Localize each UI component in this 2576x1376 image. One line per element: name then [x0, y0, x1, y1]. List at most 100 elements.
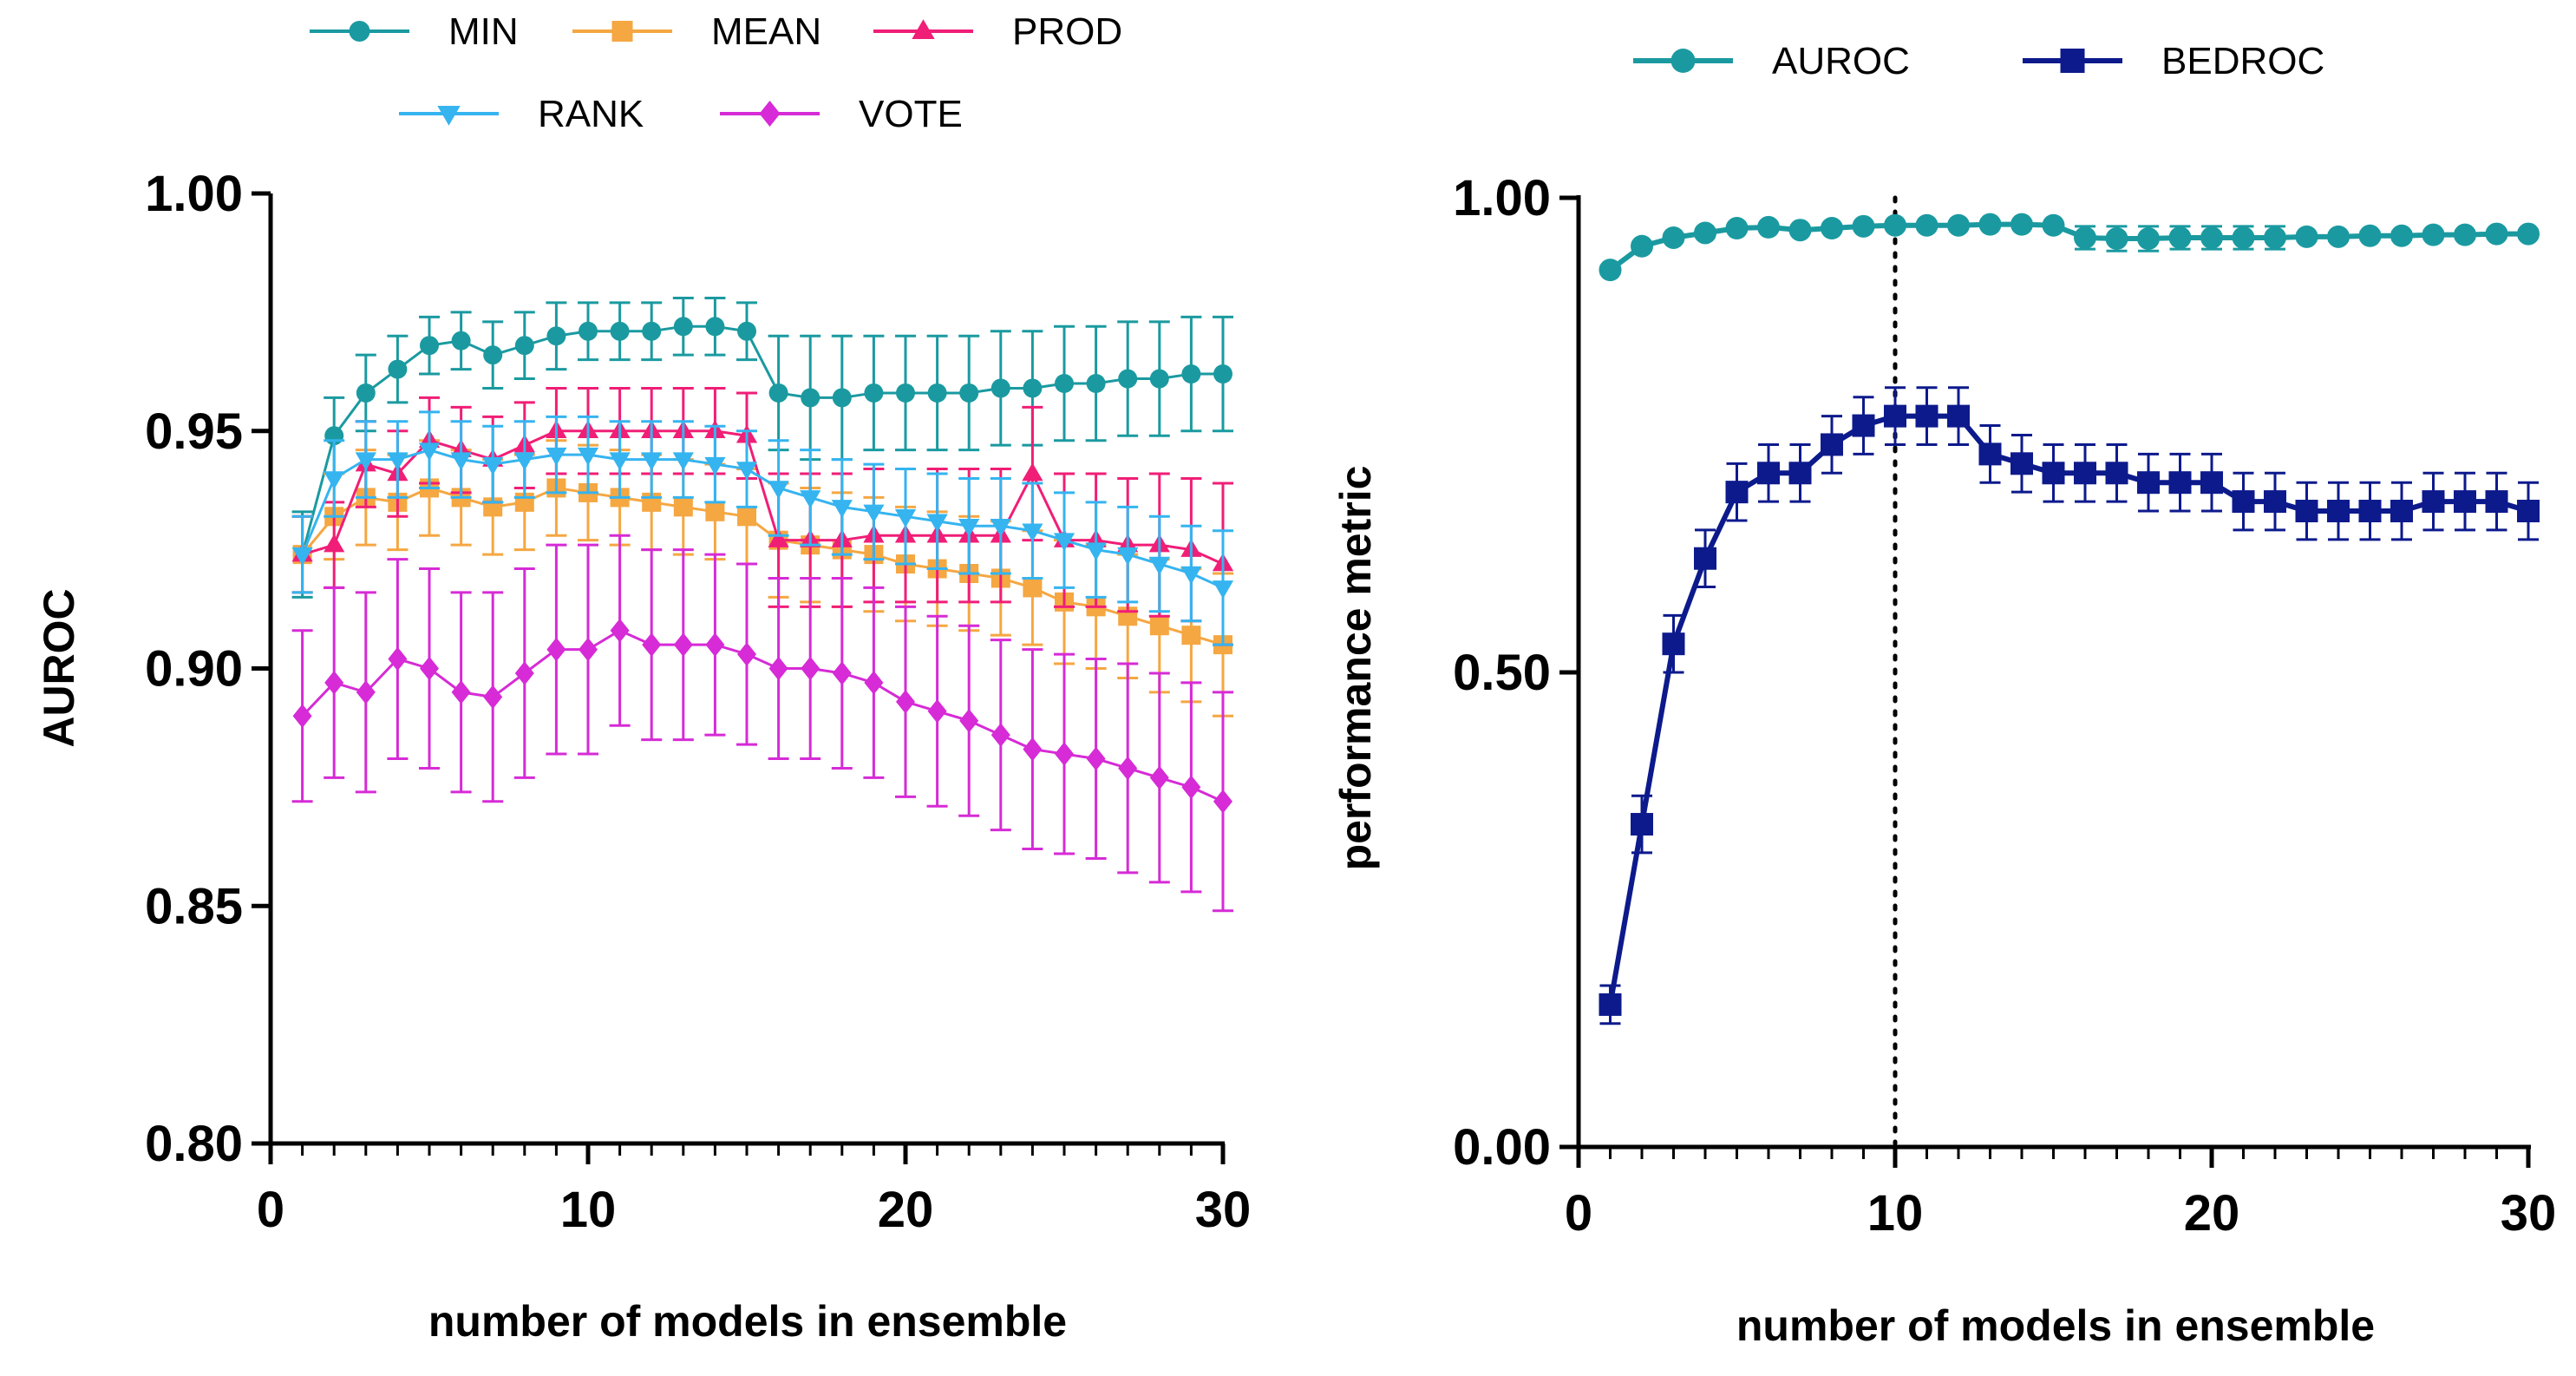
data-point-vote — [514, 661, 534, 685]
data-point-bedroc — [1915, 404, 1939, 428]
data-point-min — [832, 388, 852, 408]
data-point-prod — [768, 529, 789, 547]
left-legend: MIN MEAN PROD RANK VOTE — [310, 10, 1122, 135]
data-point-min — [864, 383, 884, 403]
data-point-min — [1055, 374, 1074, 393]
data-point-min — [801, 388, 821, 408]
data-point-vote — [768, 656, 788, 681]
left-ticks: 0.80 0.85 0.90 0.95 1.00 0 10 20 30 — [145, 166, 1251, 1238]
data-point-auroc — [1788, 219, 1812, 242]
x-tick-label: 10 — [1867, 1185, 1924, 1242]
legend-label: PROD — [1012, 10, 1122, 53]
data-point-rank — [1148, 556, 1170, 575]
data-point-bedroc — [2485, 490, 2508, 514]
x-tick-label: 0 — [1565, 1185, 1592, 1242]
data-point-vote — [324, 671, 344, 695]
data-point-mean — [1023, 578, 1043, 598]
data-point-rank — [482, 456, 504, 475]
data-point-rank — [863, 504, 885, 523]
data-point-vote — [673, 632, 693, 657]
data-point-bedroc — [2042, 462, 2065, 485]
data-point-min — [514, 336, 534, 356]
data-point-min — [896, 383, 915, 403]
data-point-rank — [387, 452, 409, 471]
data-point-auroc — [2168, 226, 2192, 249]
data-point-rank — [1053, 533, 1076, 552]
legend-marker-auroc — [1670, 49, 1696, 73]
y-tick-label: 0.00 — [1453, 1119, 1551, 1176]
y-tick-label: 0.80 — [145, 1116, 243, 1172]
data-point-auroc — [2422, 223, 2445, 246]
data-point-min — [673, 317, 693, 337]
data-point-auroc — [2264, 226, 2286, 249]
data-point-rank — [291, 547, 313, 566]
series-prod — [291, 386, 1234, 646]
data-point-rank — [831, 500, 853, 518]
data-point-auroc — [1599, 259, 1622, 282]
data-point-auroc — [2485, 222, 2508, 246]
data-point-bedroc — [2074, 462, 2096, 485]
data-point-min — [1023, 378, 1043, 398]
data-point-min — [546, 326, 566, 346]
y-tick-label: 0.85 — [145, 878, 243, 934]
data-point-bedroc — [2264, 490, 2286, 514]
data-point-vote — [546, 637, 566, 662]
data-point-bedroc — [2010, 452, 2033, 475]
legend-label: MEAN — [711, 10, 821, 53]
data-point-rank — [513, 452, 535, 471]
data-point-min — [927, 383, 947, 403]
data-point-vote — [388, 646, 408, 672]
data-point-rank — [609, 452, 631, 471]
legend-marker-min — [349, 21, 370, 42]
data-point-rank — [926, 514, 948, 533]
data-point-vote — [991, 723, 1010, 747]
data-point-vote — [420, 656, 439, 681]
data-point-rank — [1117, 547, 1139, 566]
data-point-auroc — [1694, 221, 1716, 245]
data-point-vote — [801, 656, 821, 681]
error-bars-prod — [291, 386, 1233, 646]
data-point-rank — [1022, 523, 1043, 542]
data-point-auroc — [1852, 214, 1875, 238]
legend-item-bedroc: BEDROC — [2023, 40, 2324, 82]
x-tick-label: 10 — [560, 1182, 617, 1238]
y-tick-label: 1.00 — [1453, 170, 1551, 226]
legend-marker-vote — [759, 101, 781, 127]
series-line-prod — [302, 429, 1224, 566]
data-point-vote — [1086, 746, 1106, 771]
data-point-min — [768, 383, 788, 403]
data-point-bedroc — [1599, 993, 1622, 1016]
data-point-auroc — [1978, 213, 2002, 236]
data-point-bedroc — [2105, 462, 2128, 485]
legend-marker-rank — [437, 106, 461, 126]
right-legend: AUROC BEDROC — [1633, 40, 2324, 82]
y-tick-label: 0.95 — [145, 403, 243, 460]
data-point-vote — [610, 618, 630, 643]
data-point-vote — [864, 671, 884, 695]
data-point-bedroc — [1947, 404, 1970, 428]
data-point-vote — [642, 632, 662, 657]
data-point-mean — [705, 501, 725, 521]
data-point-min — [610, 321, 630, 341]
legend-item-prod: PROD — [873, 10, 1122, 53]
data-point-vote — [1023, 737, 1043, 762]
data-point-rank — [1180, 566, 1202, 585]
data-point-bedroc — [2422, 490, 2445, 514]
data-point-vote — [705, 632, 725, 657]
data-point-vote — [483, 685, 503, 710]
data-point-mean — [1149, 616, 1169, 636]
data-point-vote — [292, 704, 312, 728]
data-point-vote — [896, 690, 915, 714]
data-point-rank — [324, 471, 345, 490]
legend-item-rank: RANK — [399, 93, 644, 135]
data-point-vote — [1118, 756, 1138, 781]
y-tick-label: 0.50 — [1453, 645, 1551, 701]
series-line-rank — [301, 449, 1224, 589]
data-point-bedroc — [1978, 442, 2002, 466]
data-point-mean — [737, 507, 756, 527]
left-series-layer — [291, 296, 1234, 913]
series-line-vote — [301, 629, 1224, 803]
data-point-bedroc — [2168, 471, 2192, 495]
legend-item-min: MIN — [310, 10, 519, 53]
data-point-min — [1181, 364, 1201, 384]
